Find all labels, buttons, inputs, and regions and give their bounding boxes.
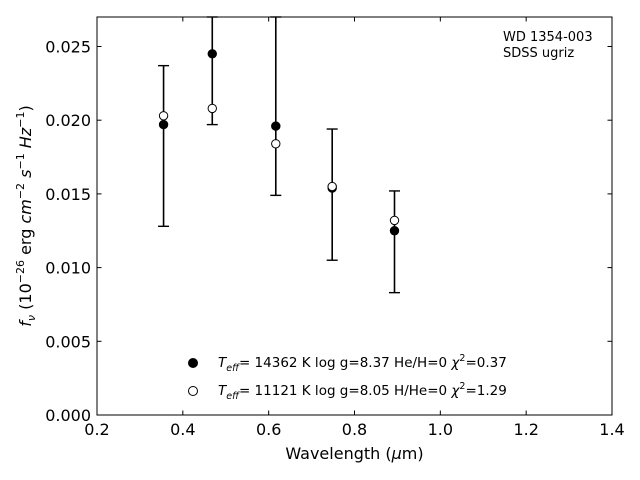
y-tick-label: 0.010 — [45, 259, 91, 278]
y-tick-label: 0.005 — [45, 332, 91, 351]
annotation-line-2: SDSS ugriz — [503, 46, 574, 61]
y-tick-label: 0.000 — [45, 406, 91, 425]
x-tick-label: 1.0 — [428, 420, 453, 439]
model-point-filled — [158, 119, 169, 130]
model-point-open — [389, 215, 400, 226]
legend-entry-1: Teff= 14362 K log g=8.37 He/H=0 χ2=0.37 — [218, 353, 507, 374]
axis-ticks: 0.2 0.4 0.6 0.8 1.0 1.2 1.4 0.000 0.005 0.010 0.01… — [45, 17, 625, 439]
x-tick-label: 0.2 — [84, 420, 109, 439]
error-bars — [158, 16, 400, 294]
data-markers — [158, 49, 400, 236]
y-tick-label: 0.025 — [45, 37, 91, 56]
x-tick-label: 1.2 — [513, 420, 538, 439]
model-point-open — [271, 139, 281, 149]
x-tick-label: 1.4 — [599, 420, 624, 439]
x-axis-title: Wavelength (μm) — [285, 444, 423, 463]
legend-marker-filled — [188, 358, 198, 368]
model-point-open — [207, 103, 217, 114]
model-point-open — [327, 181, 337, 192]
model-point-open — [158, 111, 169, 121]
model-point-filled — [389, 226, 400, 236]
legend-marker-open — [188, 386, 198, 396]
x-tick-label: 0.8 — [342, 420, 367, 439]
x-tick-label: 0.6 — [256, 420, 281, 439]
legend: Teff= 14362 K log g=8.37 He/H=0 χ2=0.37 … — [188, 353, 507, 402]
annotation-line-1: WD 1354-003 — [503, 30, 593, 45]
legend-entry-2: Teff= 11121 K log g=8.05 H/He=0 χ2=1.29 — [218, 381, 507, 402]
y-tick-label: 0.015 — [45, 185, 91, 204]
y-axis-title: fν (10−26 erg cm−2 s−1 Hz−1) — [14, 105, 38, 326]
x-tick-label: 0.4 — [170, 420, 195, 439]
model-point-filled — [271, 121, 281, 131]
y-tick-label: 0.020 — [45, 111, 91, 130]
model-point-filled — [207, 49, 217, 59]
